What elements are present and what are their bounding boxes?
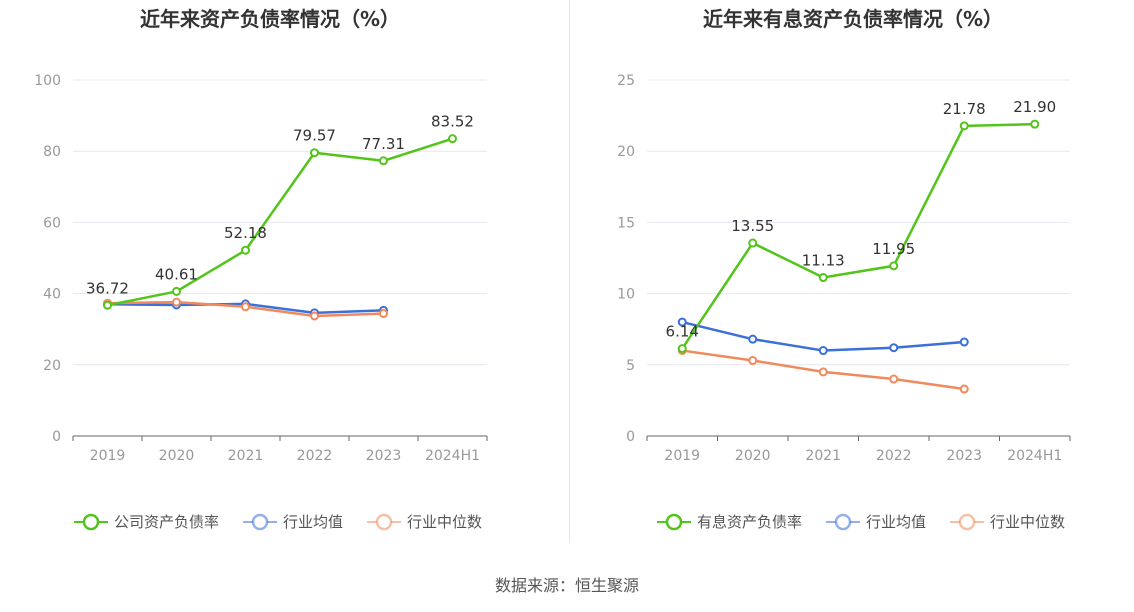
legend-swatch-marker: [82, 513, 100, 531]
data-label: 77.31: [362, 135, 405, 153]
y-tick-label: 40: [43, 287, 61, 303]
data-point: [818, 346, 828, 356]
y-tick-label: 25: [617, 73, 635, 89]
data-label: 40.61: [155, 265, 198, 283]
legend-item: 行业中位数: [367, 513, 482, 531]
data-point: [818, 273, 828, 283]
chart-divider: [569, 0, 570, 542]
legend-label: 行业中位数: [407, 513, 482, 531]
y-tick-label: 0: [52, 429, 61, 445]
data-point: [889, 343, 899, 353]
data-label: 21.90: [1013, 98, 1056, 116]
data-label: 11.13: [802, 252, 845, 270]
data-point: [748, 334, 758, 344]
data-point: [448, 134, 457, 144]
x-tick-label: 2019: [664, 448, 700, 464]
legend-label: 行业中位数: [990, 513, 1065, 531]
y-tick-label: 0: [626, 429, 635, 445]
data-point: [818, 367, 828, 377]
legend-swatch-marker: [375, 513, 393, 531]
x-tick-label: 2020: [735, 448, 771, 464]
x-tick-label: 2022: [876, 448, 912, 464]
x-tick-label: 2021: [805, 448, 841, 464]
x-tick-label: 2022: [297, 448, 333, 464]
y-tick-label: 15: [617, 215, 635, 231]
data-point: [677, 317, 687, 327]
data-label: 52.18: [224, 224, 267, 242]
legend-swatch-marker: [665, 513, 683, 531]
data-label: 11.95: [872, 240, 915, 258]
chart-title: 近年来有息资产负债率情况（%）: [703, 7, 1003, 31]
data-point: [310, 311, 319, 321]
y-tick-label: 80: [43, 144, 61, 160]
legend-swatch-marker: [834, 513, 852, 531]
data-label: 36.72: [86, 279, 129, 297]
x-tick-label: 2024H1: [1007, 448, 1062, 464]
data-point: [172, 286, 181, 296]
data-point: [1030, 119, 1040, 129]
interest-bearing-liability-chart: 近年来有息资产负债率情况（%） 0 5 10 15 20 25 2019 2020 2021 202…: [617, 7, 1071, 531]
y-tick-label: 60: [43, 215, 61, 231]
legend-item: 行业均值: [243, 513, 343, 531]
data-point: [889, 261, 899, 271]
data-point: [241, 245, 250, 255]
data-label: 13.55: [731, 217, 774, 235]
data-point: [959, 337, 969, 347]
data-point: [959, 121, 969, 131]
data-label: 83.52: [431, 113, 474, 131]
series-line-main: [107, 137, 453, 307]
data-point: [310, 148, 319, 158]
data-point: [241, 302, 250, 312]
data-point: [748, 238, 758, 248]
data-point: [889, 374, 899, 384]
data-point: [103, 300, 112, 310]
y-tick-label: 10: [617, 287, 635, 303]
data-point: [172, 297, 181, 307]
asset-liability-chart: 近年来资产负债率情况（%） 0 20 40 60 80 100 2019 2020 2021 202…: [34, 7, 488, 531]
legend-label: 行业均值: [866, 513, 926, 531]
legend-label: 公司资产负债率: [114, 513, 219, 531]
legend-swatch-marker: [958, 513, 976, 531]
data-point: [677, 344, 687, 354]
legend-label: 有息资产负债率: [697, 513, 802, 531]
data-point: [748, 356, 758, 366]
x-tick-label: 2024H1: [425, 448, 480, 464]
y-tick-label: 20: [43, 358, 61, 374]
y-tick-label: 20: [617, 144, 635, 160]
data-point: [959, 384, 969, 394]
legend-swatch-marker: [251, 513, 269, 531]
legend-item: 有息资产负债率: [657, 513, 802, 531]
x-tick-label: 2021: [228, 448, 264, 464]
x-tick-label: 2023: [946, 448, 982, 464]
legend-item: 公司资产负债率: [74, 513, 219, 531]
data-point: [379, 156, 388, 166]
legend-item: 行业中位数: [950, 513, 1065, 531]
data-source: 数据来源：恒生聚源: [494, 576, 639, 595]
data-label: 6.14: [666, 323, 699, 341]
x-tick-label: 2020: [159, 448, 195, 464]
legend-label: 行业均值: [283, 513, 343, 531]
legend-item: 行业均值: [826, 513, 926, 531]
y-tick-label: 5: [626, 358, 635, 374]
series-line-main: [681, 122, 1035, 350]
x-tick-label: 2019: [90, 448, 126, 464]
data-label: 79.57: [293, 127, 336, 145]
chart-title: 近年来资产负债率情况（%）: [140, 7, 400, 31]
data-point: [379, 309, 388, 319]
x-tick-label: 2023: [366, 448, 402, 464]
data-label: 21.78: [943, 100, 986, 118]
y-tick-label: 100: [34, 73, 61, 89]
